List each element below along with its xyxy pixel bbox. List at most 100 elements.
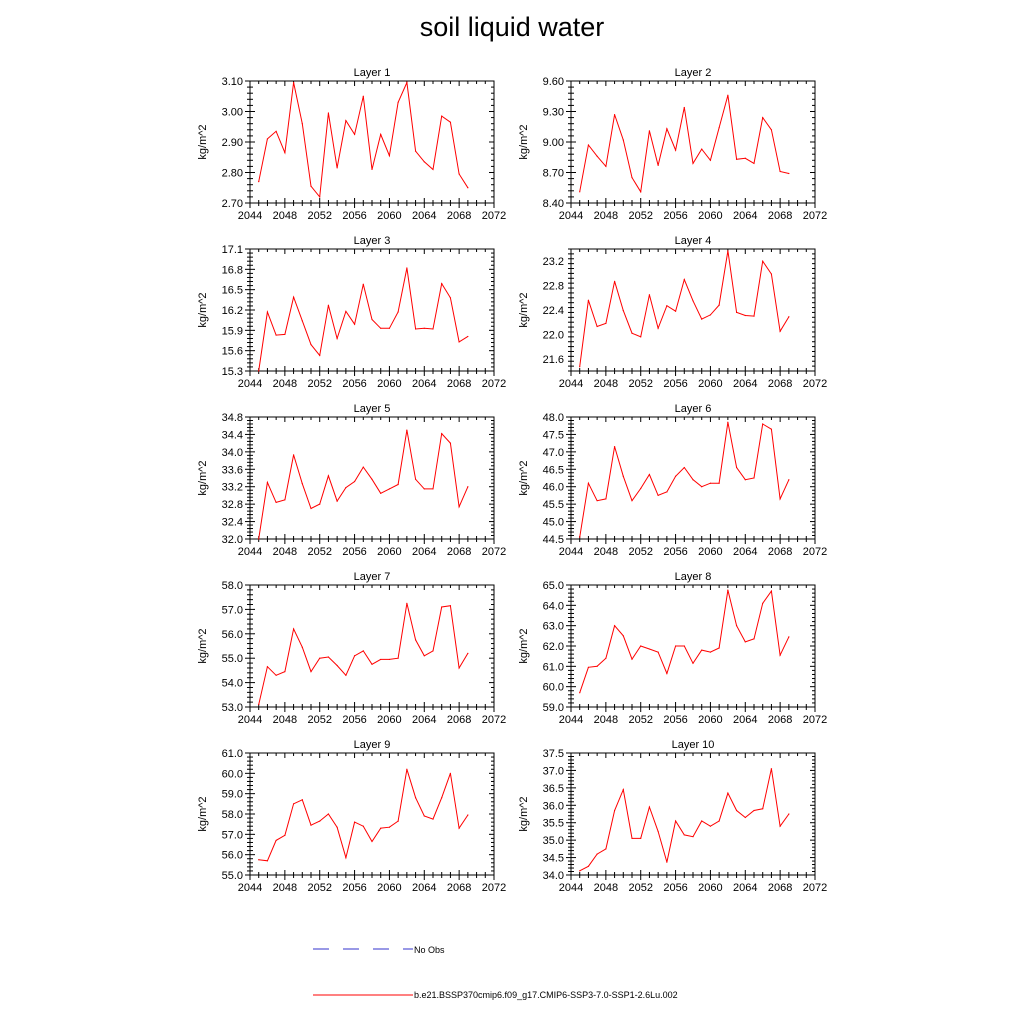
data-point [701, 318, 703, 320]
y-tick-label: 46.0 [543, 482, 564, 494]
x-tick-label: 2072 [803, 714, 827, 726]
plot-frame [249, 584, 495, 708]
data-point [779, 825, 781, 827]
data-point [266, 138, 269, 140]
data-point [423, 161, 425, 163]
data-point [709, 482, 712, 484]
data-point [683, 278, 685, 281]
data-point [587, 299, 590, 301]
x-tick-label: 2048 [273, 210, 297, 222]
data-point [275, 130, 277, 132]
x-tick-label: 2052 [307, 882, 331, 894]
data-point [458, 341, 460, 343]
y-tick-label: 32.0 [222, 534, 243, 546]
data-point [388, 658, 391, 661]
y-tick-label: 33.2 [222, 482, 243, 494]
y-tick-label: 37.0 [543, 765, 564, 777]
y-tick-label: 8.70 [543, 168, 564, 180]
data-point [640, 837, 642, 840]
data-point [666, 305, 668, 307]
y-tick-label: 36.0 [543, 800, 564, 812]
data-point [380, 658, 382, 661]
data-point [631, 176, 633, 179]
data-point [753, 638, 755, 640]
data-point [701, 486, 703, 488]
data-point [258, 538, 260, 540]
x-tick-label: 2044 [559, 546, 583, 558]
data-point [319, 657, 321, 659]
panel-title: Layer 1 [354, 67, 391, 79]
data-point [683, 106, 685, 109]
x-tick-label: 2048 [594, 210, 618, 222]
x-tick-label: 2048 [594, 378, 618, 390]
data-point [788, 636, 790, 638]
legend-label: b.e21.BSSP370cmip6.f09_g17.CMIP6-SSP3-7.… [414, 990, 678, 1000]
data-point [770, 768, 773, 770]
y-tick-label: 22.8 [543, 281, 564, 293]
data-point [692, 836, 694, 838]
data-point [762, 423, 764, 425]
y-tick-label: 45.5 [543, 499, 564, 511]
x-tick-label: 2064 [412, 714, 436, 726]
data-point [423, 327, 425, 329]
data-point [753, 315, 755, 317]
data-point [310, 671, 312, 673]
data-point [319, 354, 321, 357]
data-point [666, 861, 668, 863]
x-tick-label: 2064 [733, 378, 757, 390]
data-point [432, 168, 434, 171]
data-point [605, 165, 607, 167]
y-tick-label: 59.0 [543, 702, 564, 714]
x-tick-label: 2044 [238, 546, 262, 558]
data-point [779, 498, 781, 500]
data-point [423, 815, 425, 817]
x-tick-label: 2068 [447, 378, 471, 390]
data-point [467, 814, 469, 816]
y-tick-label: 35.0 [543, 835, 564, 847]
data-point [727, 250, 729, 252]
y-tick-label: 3.00 [222, 107, 243, 119]
data-point [284, 834, 286, 836]
y-tick-label: 17.1 [222, 244, 243, 256]
data-point [640, 487, 642, 490]
x-tick-label: 2056 [342, 882, 366, 894]
x-tick-label: 2060 [377, 714, 401, 726]
series-line [258, 80, 469, 199]
data-point [579, 191, 581, 193]
x-tick-label: 2068 [768, 714, 792, 726]
x-tick-label: 2056 [663, 210, 687, 222]
data-point [692, 300, 694, 302]
chart-panel-10: Layer 10 kg/m^2 2044 2048 2052 2056 2060 2064 20… [518, 739, 827, 894]
data-point [301, 646, 303, 648]
x-tick-label: 2044 [559, 210, 583, 222]
data-point [613, 625, 616, 627]
data-point [467, 187, 469, 189]
data-point [640, 191, 642, 193]
data-point [441, 797, 443, 799]
data-point [613, 280, 616, 282]
data-point [657, 494, 659, 497]
data-point [467, 335, 469, 338]
y-tick-label: 15.3 [222, 366, 243, 378]
data-point [718, 127, 720, 129]
chart-panel-8: Layer 8 kg/m^2 2044 2048 2052 2056 2060 2064 206… [518, 571, 827, 726]
x-tick-label: 2056 [663, 378, 687, 390]
data-point [441, 606, 443, 608]
plot-frame [570, 80, 816, 204]
data-point [762, 602, 764, 604]
plot-frame [570, 416, 816, 540]
data-point [327, 304, 330, 306]
y-axis-label: kg/m^2 [197, 124, 209, 159]
data-point [441, 115, 443, 117]
y-tick-label: 22.0 [543, 329, 564, 341]
data-point [397, 820, 399, 822]
data-point [371, 663, 373, 665]
x-tick-label: 2052 [307, 546, 331, 558]
y-tick-label: 56.0 [222, 850, 243, 862]
series-line [258, 267, 469, 372]
x-tick-label: 2068 [768, 546, 792, 558]
x-tick-label: 2072 [482, 210, 506, 222]
data-point [284, 333, 286, 335]
data-point [406, 81, 408, 84]
x-tick-label: 2064 [412, 378, 436, 390]
